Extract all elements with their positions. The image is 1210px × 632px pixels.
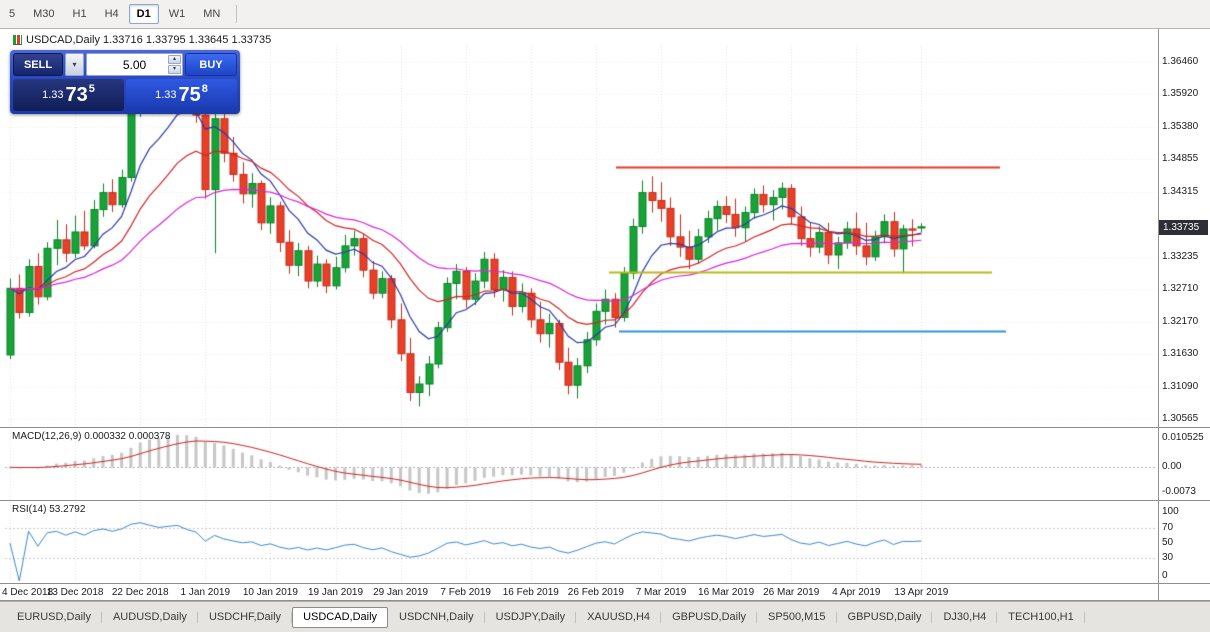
ask-prefix: 1.33 bbox=[155, 89, 177, 101]
bid-big-digits: 73 bbox=[65, 84, 88, 106]
price-scale-separator bbox=[1158, 29, 1159, 600]
ask-pip-digit: 8 bbox=[201, 83, 208, 95]
price-scale-label: 1.35920 bbox=[1162, 88, 1199, 100]
volume-stepper[interactable]: ▴ ▾ bbox=[168, 55, 181, 74]
chart-tab-gbpusd-daily[interactable]: GBPUSD,Daily bbox=[661, 607, 758, 628]
panel-separator[interactable] bbox=[0, 427, 1210, 428]
timeframe-button-m30[interactable]: M30 bbox=[33, 8, 55, 20]
sell-button[interactable]: SELL bbox=[13, 53, 63, 76]
price-scale-label: 1.34315 bbox=[1162, 185, 1199, 197]
macd-label: MACD(12,26,9) 0.000332 0.000378 bbox=[12, 431, 171, 442]
volume-value: 5.00 bbox=[122, 57, 147, 72]
date-axis-label: 26 Feb 2019 bbox=[567, 587, 624, 598]
chart-tab-usdcad-daily[interactable]: USDCAD,Daily bbox=[292, 606, 389, 628]
date-axis-label: 7 Feb 2019 bbox=[440, 587, 491, 598]
price-scale-label: 1.36460 bbox=[1162, 55, 1199, 67]
chart-bottom-border bbox=[0, 600, 1210, 601]
date-axis-label: 10 Jan 2019 bbox=[242, 587, 298, 598]
toolbar-separator bbox=[236, 5, 238, 23]
timeframe-button-h4[interactable]: H4 bbox=[104, 8, 119, 20]
rsi-scale-label: 50 bbox=[1162, 537, 1174, 548]
rsi-scale-label: 0 bbox=[1162, 570, 1168, 581]
timeframe-button-h1[interactable]: H1 bbox=[72, 8, 87, 20]
date-axis-label: 16 Mar 2019 bbox=[698, 587, 755, 598]
current-price-badge: 1.33735 bbox=[1159, 219, 1208, 235]
chart-tab-eurusd-daily[interactable]: EURUSD,Daily bbox=[6, 607, 102, 628]
chart-tab-xauusd-h4[interactable]: XAUUSD,H4 bbox=[576, 607, 662, 628]
macd-scale-label: -0.0073 bbox=[1162, 486, 1196, 497]
rsi-label: RSI(14) 53.2792 bbox=[12, 504, 86, 515]
ask-big-digits: 75 bbox=[178, 84, 201, 106]
bid-price[interactable]: 1.33 73 5 bbox=[13, 79, 124, 111]
macd-scale-label: 0.00 bbox=[1162, 461, 1182, 473]
date-axis-label: 29 Jan 2019 bbox=[373, 587, 429, 598]
buy-button[interactable]: BUY bbox=[185, 53, 237, 76]
order-type-dropdown[interactable]: ▾ bbox=[65, 53, 84, 76]
candlestick-chart-icon bbox=[13, 35, 22, 45]
price-scale-label: 1.31630 bbox=[1162, 348, 1199, 360]
macd-scale-label: 0.010525 bbox=[1162, 432, 1204, 443]
chart-tab-bar: EURUSD,Daily AUDUSD,Daily USDCHF,Daily USDC… bbox=[0, 601, 1210, 632]
bid-prefix: 1.33 bbox=[42, 89, 64, 101]
rsi-scale-label: 100 bbox=[1162, 506, 1179, 517]
ask-price[interactable]: 1.33 75 8 bbox=[126, 79, 237, 111]
volume-field[interactable]: 5.00 ▴ ▾ bbox=[86, 53, 183, 76]
bid-pip-digit: 5 bbox=[88, 83, 95, 95]
chart-tab-tech100-h1[interactable]: TECH100,H1 bbox=[997, 607, 1086, 628]
spin-down-icon[interactable]: ▾ bbox=[168, 65, 181, 74]
chart-tab-dj30-h4[interactable]: DJ30,H4 bbox=[932, 607, 998, 628]
date-axis-label: 19 Jan 2019 bbox=[307, 587, 364, 598]
date-axis-label: 22 Dec 2018 bbox=[111, 587, 169, 598]
panel-separator[interactable] bbox=[0, 500, 1210, 501]
date-axis-label: 7 Mar 2019 bbox=[635, 587, 687, 598]
price-scale-label: 1.34855 bbox=[1162, 152, 1199, 164]
chart-tab-usdjpy-daily[interactable]: USDJPY,Daily bbox=[485, 607, 577, 628]
price-scale-label: 1.35380 bbox=[1162, 121, 1199, 133]
chart-tab-sp500-m15[interactable]: SP500,M15 bbox=[757, 607, 838, 628]
chart-tab-usdchf-daily[interactable]: USDCHF,Daily bbox=[198, 607, 293, 628]
date-axis-label: 16 Feb 2019 bbox=[502, 587, 559, 598]
spin-up-icon[interactable]: ▴ bbox=[168, 55, 181, 64]
price-scale-label: 1.30565 bbox=[1162, 412, 1199, 424]
timeframe-row: 5 M30 H1 H4 D1 W1 MN bbox=[0, 4, 229, 24]
chart-ohlc-line: USDCAD,Daily 1.33716 1.33795 1.33645 1.3… bbox=[13, 34, 271, 46]
price-scale-label: 1.32710 bbox=[1162, 282, 1199, 294]
timeframe-button-d1[interactable]: D1 bbox=[128, 4, 159, 24]
one-click-trading-panel: SELL ▾ 5.00 ▴ ▾ BUY 1.33 73 5 1.33 75 8 bbox=[10, 50, 240, 114]
rsi-scale-label: 30 bbox=[1162, 552, 1174, 564]
chart-tab-gbpusd-daily[interactable]: GBPUSD,Daily bbox=[837, 607, 933, 628]
date-axis-label: 4 Apr 2019 bbox=[832, 587, 881, 598]
symbol-ohlc-text: USDCAD,Daily 1.33716 1.33795 1.33645 1.3… bbox=[26, 34, 272, 46]
timeframe-button-mn[interactable]: MN bbox=[203, 8, 221, 20]
date-axis-label: 4 Dec 2018 bbox=[2, 587, 54, 598]
rsi-scale-label: 70 bbox=[1162, 521, 1174, 533]
timeframe-button-5[interactable]: 5 bbox=[9, 8, 16, 20]
date-axis-label: 26 Mar 2019 bbox=[763, 587, 820, 598]
timeframe-toolbar: 5 M30 H1 H4 D1 W1 MN bbox=[0, 0, 1210, 29]
date-axis-label: 1 Jan 2019 bbox=[180, 587, 231, 598]
chart-tab-usdcnh-daily[interactable]: USDCNH,Daily bbox=[388, 607, 485, 628]
date-axis-label: 13 Apr 2019 bbox=[894, 587, 949, 598]
panel-separator bbox=[0, 583, 1210, 584]
price-scale-label: 1.32170 bbox=[1162, 315, 1199, 327]
chevron-down-icon: ▾ bbox=[72, 59, 77, 69]
price-scale-label: 1.31090 bbox=[1162, 381, 1199, 393]
chart-tab-audusd-daily[interactable]: AUDUSD,Daily bbox=[102, 607, 198, 628]
timeframe-button-w1[interactable]: W1 bbox=[168, 8, 186, 20]
date-axis-label: 13 Dec 2018 bbox=[46, 587, 104, 598]
price-scale-label: 1.33235 bbox=[1162, 251, 1199, 263]
